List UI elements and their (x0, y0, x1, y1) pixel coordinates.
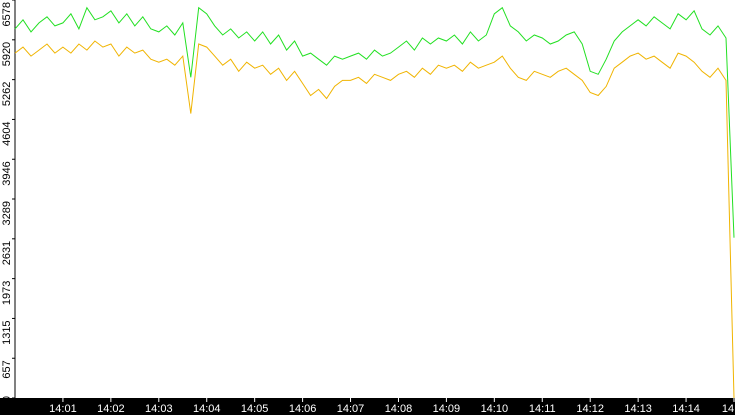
y-tick-label: 1973 (1, 281, 13, 305)
y-tick-label: 0 (1, 396, 13, 402)
x-tick-label: 14:05 (241, 403, 269, 415)
x-tick-label: 14:14 (672, 403, 700, 415)
y-tick-label: 3946 (1, 161, 13, 185)
series-line (14, 40, 735, 399)
x-tick-label: 14:06 (289, 403, 317, 415)
x-tick-label: 14:08 (385, 403, 413, 415)
x-tick-label: 14:13 (624, 403, 652, 415)
y-tick-label: 5920 (1, 42, 13, 66)
x-tick-label: 14:09 (433, 403, 461, 415)
y-tick-label: 5262 (1, 82, 13, 106)
x-tick-label: 14:04 (193, 403, 221, 415)
x-tick-label: 14:01 (49, 403, 77, 415)
series-line (14, 6, 735, 238)
x-tick-label: 14:02 (97, 403, 125, 415)
y-tick-label: 4604 (1, 121, 13, 145)
x-tick-label: 14:11 (529, 403, 556, 415)
y-tick-label: 6578 (1, 2, 13, 26)
y-tick-label: 2631 (1, 241, 13, 265)
x-tick-label: 14:03 (145, 403, 173, 415)
x-axis-band (0, 398, 735, 415)
y-tick-label: 657 (1, 360, 13, 378)
y-tick-label: 1315 (1, 320, 13, 344)
y-tick-label: 3289 (1, 201, 13, 225)
x-tick-label: 14:12 (576, 403, 604, 415)
x-tick-label: 14 (722, 403, 734, 415)
x-tick-label: 14:10 (481, 403, 509, 415)
x-tick-label: 14:07 (337, 403, 365, 415)
